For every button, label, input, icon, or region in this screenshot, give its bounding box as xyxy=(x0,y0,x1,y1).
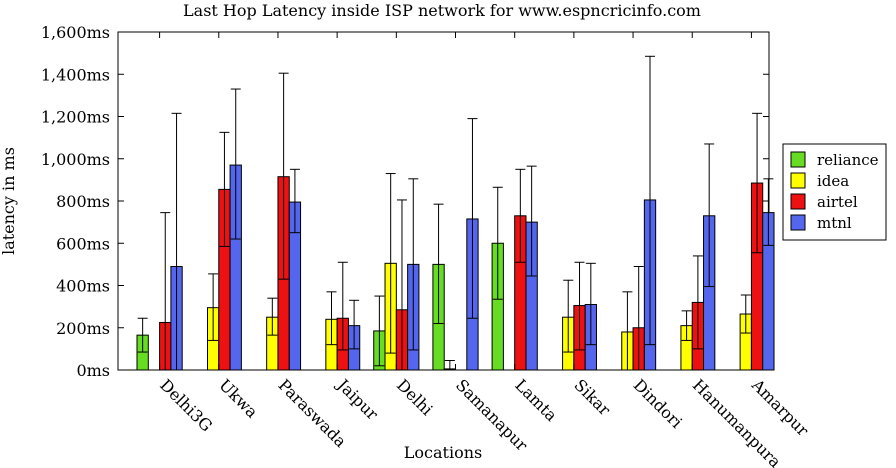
legend-swatch-reliance xyxy=(790,151,806,168)
bars-group xyxy=(136,164,775,371)
x-axis-label: Locations xyxy=(404,443,482,462)
legend-label-airtel: airtel xyxy=(817,193,858,211)
x-tick-label: Dindori xyxy=(630,375,686,431)
x-tick-label: Ukwa xyxy=(215,375,262,422)
legend-swatch-idea xyxy=(790,172,806,189)
y-tick-label: 1,400ms xyxy=(41,65,110,84)
y-axis-label: latency in ms xyxy=(0,147,18,255)
x-tick-label: Delhi xyxy=(393,375,437,419)
legend-swatch-mtnl xyxy=(790,214,806,231)
legend-swatch-airtel xyxy=(790,193,806,210)
y-tick-label: 1,200ms xyxy=(41,108,110,127)
error-bars-group xyxy=(137,55,774,371)
legend: reliance idea airtel mtnl xyxy=(782,143,887,241)
x-tick-label: Delhi3G xyxy=(156,375,216,435)
y-tick-label: 0ms xyxy=(76,361,110,380)
x-tick-label: Lamta xyxy=(511,375,561,425)
x-tick-label: Sikar xyxy=(570,375,614,419)
y-tick-label: 1,600ms xyxy=(41,23,110,42)
y-tick-label: 800ms xyxy=(56,192,110,211)
y-tick-label: 400ms xyxy=(56,277,110,296)
x-tick-label: Jaipur xyxy=(332,374,382,424)
legend-label-idea: idea xyxy=(817,172,849,190)
y-axis: 0ms 200ms 400ms 600ms 800ms 1,000ms 1,200ms 1,4… xyxy=(41,23,769,380)
y-tick-label: 200ms xyxy=(56,319,110,338)
chart-title: Last Hop Latency inside ISP network for … xyxy=(183,1,701,20)
y-tick-label: 1,000ms xyxy=(41,150,110,169)
legend-label-reliance: reliance xyxy=(817,151,879,169)
y-tick-label: 600ms xyxy=(56,234,110,253)
legend-label-mtnl: mtnl xyxy=(817,214,852,232)
